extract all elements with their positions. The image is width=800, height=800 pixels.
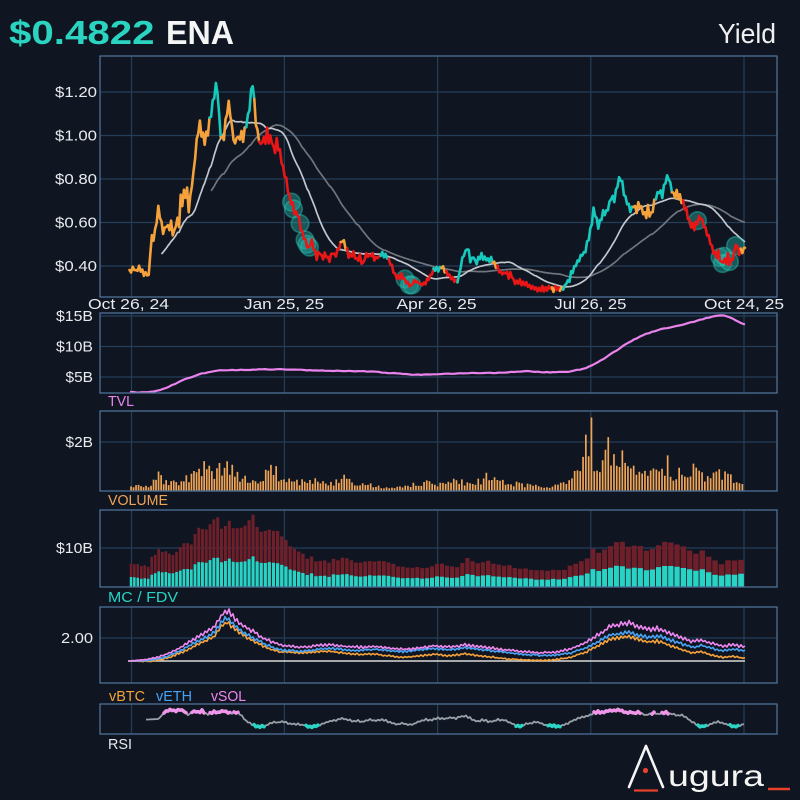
svg-text:ENA: ENA: [166, 14, 234, 51]
svg-text:vBTC: vBTC: [109, 689, 145, 705]
svg-text:$1.00: $1.00: [55, 128, 97, 145]
svg-text:Apr 26, 25: Apr 26, 25: [397, 296, 477, 313]
svg-text:Yield: Yield: [718, 18, 776, 49]
svg-text:2.00: 2.00: [61, 630, 93, 647]
svg-text:$0.40: $0.40: [55, 258, 97, 275]
svg-text:ugura: ugura: [668, 760, 764, 793]
svg-text:$0.4822: $0.4822: [9, 14, 155, 51]
svg-text:TVL: TVL: [108, 394, 134, 410]
svg-text:Jan 25, 25: Jan 25, 25: [244, 296, 324, 313]
svg-text:$1.20: $1.20: [55, 84, 97, 101]
svg-text:vETH: vETH: [156, 689, 192, 705]
svg-text:MC / FDV: MC / FDV: [108, 590, 178, 606]
svg-text:$2B: $2B: [66, 434, 94, 451]
svg-text:$0.60: $0.60: [55, 215, 97, 232]
svg-text:$10B: $10B: [56, 540, 93, 557]
svg-text:$0.80: $0.80: [55, 171, 97, 188]
svg-text:vSOL: vSOL: [211, 689, 246, 705]
svg-text:Jul 26, 25: Jul 26, 25: [554, 296, 626, 313]
svg-text:$15B: $15B: [56, 308, 93, 325]
svg-text:Oct 24, 25: Oct 24, 25: [704, 296, 784, 313]
svg-text:VOLUME: VOLUME: [108, 493, 168, 509]
svg-text:Oct 26, 24: Oct 26, 24: [88, 296, 169, 313]
svg-text:RSI: RSI: [108, 737, 132, 753]
svg-text:$5B: $5B: [66, 369, 94, 386]
svg-text:$10B: $10B: [56, 339, 93, 356]
